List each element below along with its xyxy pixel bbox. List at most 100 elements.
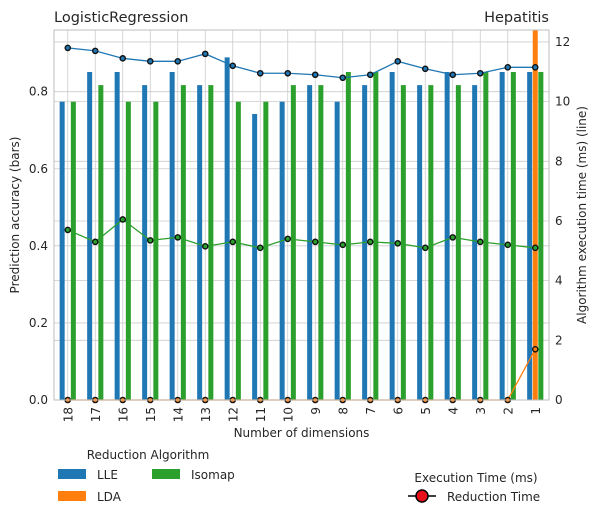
line-isomap [67, 218, 536, 249]
point-lle-17 [91, 47, 99, 55]
line-lda [67, 348, 536, 401]
legend-swatch-lda [58, 491, 86, 501]
point-isomap-5 [421, 244, 429, 252]
bar-isomap-5 [428, 85, 434, 400]
point-isomap-9 [311, 238, 319, 246]
legend-swatch-lle [58, 469, 86, 479]
y-right-tick-label: 6 [555, 214, 563, 228]
bar-lle-8 [334, 101, 340, 400]
point-isomap-2 [504, 241, 512, 249]
bar-lle-5 [417, 85, 423, 400]
x-tick-label-13: 13 [199, 407, 213, 422]
y-left-tick-label: 0.2 [29, 316, 48, 330]
y-right-tick-label: 0 [555, 393, 563, 407]
bar-isomap-11 [263, 101, 269, 400]
point-isomap-8 [339, 241, 347, 249]
bar-isomap-13 [208, 85, 214, 400]
bar-isomap-12 [235, 101, 241, 400]
point-lle-5 [421, 65, 429, 73]
point-isomap-11 [256, 244, 264, 252]
bar-isomap-17 [98, 85, 104, 400]
y-axis-label-left: Prediction accuracy (bars) [8, 137, 22, 294]
bar-lle-9 [307, 85, 313, 400]
legend-bars-title: Reduction Algorithm [87, 448, 210, 462]
legend-label-lle: LLE [97, 468, 118, 482]
bar-lle-2 [499, 72, 505, 401]
chart-title-left: LogisticRegression [54, 10, 188, 26]
legend-bars: Reduction Algorithm LLE LDA Isomap [58, 448, 235, 504]
x-tick-label-10: 10 [281, 407, 295, 422]
bar-lle-12 [224, 57, 230, 400]
point-lle-11 [256, 69, 264, 77]
y-right-tick-label: 12 [555, 35, 570, 49]
point-isomap-1 [531, 244, 539, 252]
bar-isomap-15 [153, 101, 159, 400]
bar-lle-10 [279, 101, 285, 400]
bar-isomap-10 [290, 85, 296, 400]
bar-isomap-14 [180, 85, 186, 400]
bar-isomap-7 [373, 72, 379, 401]
legend-swatch-isomap [152, 469, 180, 479]
point-lle-16 [119, 55, 127, 62]
y-left-tick-label: 0.0 [29, 393, 48, 407]
bar-lle-11 [252, 114, 258, 400]
bar-isomap-16 [125, 101, 131, 400]
legend-label-lda: LDA [97, 490, 122, 504]
point-lle-1 [531, 63, 539, 71]
x-tick-label-1: 1 [529, 407, 543, 415]
y-right-tick-label: 2 [555, 333, 563, 347]
y-right-tick-label: 8 [555, 154, 563, 168]
bar-lda-1 [532, 30, 538, 400]
bar-isomap-8 [345, 72, 351, 401]
bar-isomap-6 [400, 85, 406, 400]
bar-lle-6 [389, 72, 395, 401]
bar-isomap-2 [510, 72, 516, 401]
x-tick-label-9: 9 [309, 407, 323, 415]
y-right-tick-label: 10 [555, 95, 570, 109]
bar-isomap-1 [538, 72, 544, 401]
point-isomap-16 [119, 216, 127, 223]
y-axis-label-right: Algorithm execution time (ms) (line) [575, 106, 589, 324]
x-tick-label-17: 17 [89, 407, 103, 422]
point-isomap-10 [284, 235, 292, 243]
bar-lle-18 [59, 101, 65, 400]
x-tick-label-8: 8 [336, 407, 350, 415]
x-tick-label-16: 16 [116, 407, 130, 422]
legend-line-label: Reduction Time [447, 490, 540, 504]
x-tick-label-6: 6 [391, 407, 405, 415]
bar-lle-3 [472, 85, 478, 400]
lines [64, 44, 539, 404]
x-tick-label-15: 15 [144, 407, 158, 422]
x-tick-label-11: 11 [254, 407, 268, 422]
bar-lle-14 [169, 72, 175, 401]
bar-lle-17 [87, 72, 93, 401]
bar-lle-15 [142, 85, 148, 400]
bar-isomap-4 [455, 85, 461, 400]
point-lle-6 [394, 58, 402, 65]
chart-title-right: Hepatitis [484, 10, 549, 26]
point-lda-1 [531, 345, 539, 353]
point-lle-8 [339, 74, 347, 82]
ticks: 18 17 16 15 14 13 12 11 10 9 8 7 6 5 4 3 2 1 0.0 0.2 0.4 0.6 0… [29, 35, 570, 422]
x-tick-label-2: 2 [501, 407, 515, 415]
plot-border [53, 29, 550, 401]
point-isomap-18 [64, 226, 72, 234]
x-tick-label-5: 5 [419, 407, 433, 415]
legend-label-isomap: Isomap [191, 468, 235, 482]
point-isomap-12 [229, 238, 237, 246]
bar-lle-13 [197, 85, 203, 400]
x-tick-label-3: 3 [474, 407, 488, 415]
point-lle-13 [201, 50, 209, 58]
bar-lle-4 [444, 72, 450, 401]
point-lle-4 [449, 71, 457, 79]
bar-isomap-18 [70, 101, 76, 400]
x-tick-label-12: 12 [226, 407, 240, 422]
y-left-tick-label: 0.4 [29, 239, 48, 253]
point-isomap-13 [201, 243, 209, 250]
x-tick-label-14: 14 [171, 407, 185, 422]
point-isomap-7 [366, 238, 374, 246]
bar-lle-16 [114, 72, 120, 401]
line-lle [67, 47, 536, 79]
bar-lle-1 [527, 72, 533, 401]
